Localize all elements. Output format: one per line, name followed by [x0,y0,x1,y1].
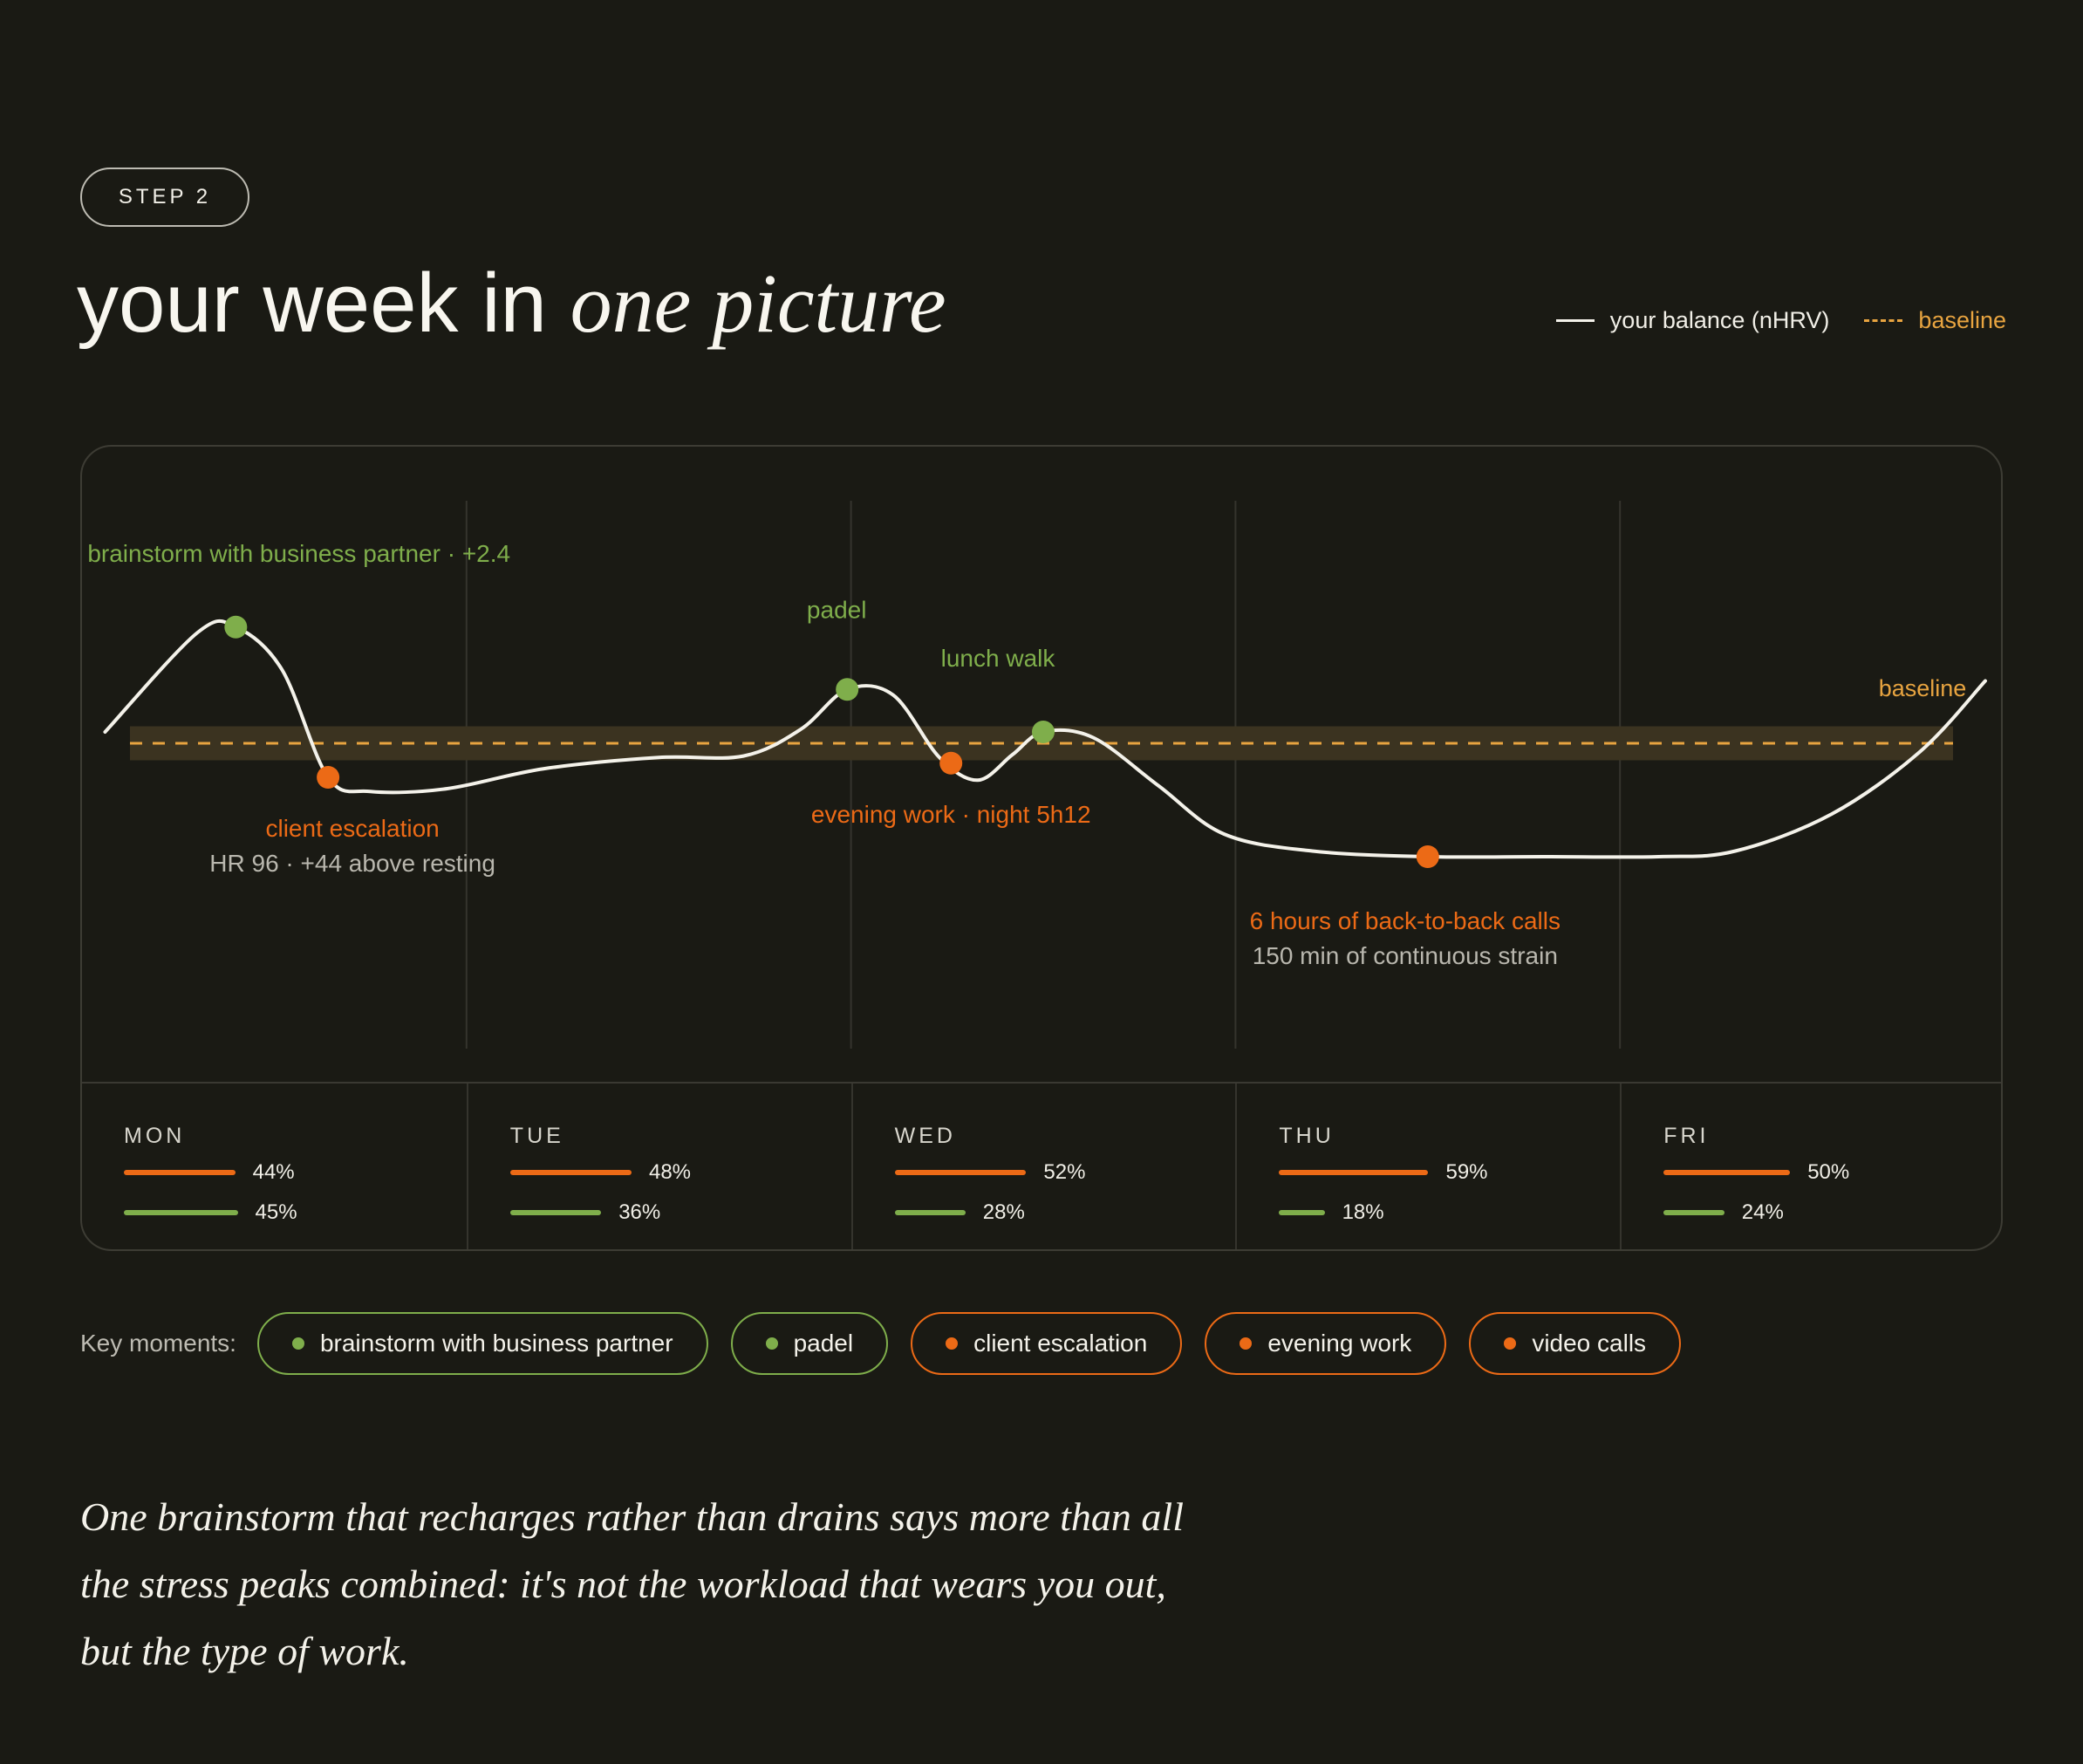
stress-bar-row: 52% [894,1160,1086,1185]
recovery-bar [124,1210,238,1215]
legend-swatch-dashed [1864,319,1903,322]
chip-label: padel [793,1330,854,1357]
recovery-bar-row: 18% [1279,1200,1384,1225]
step-badge: STEP 2 [80,168,249,227]
recovery-bar [509,1210,602,1215]
stress-bar-row: 59% [1279,1160,1488,1185]
key-moment-chip[interactable]: brainstorm with business partner [256,1312,708,1375]
chip-label: brainstorm with business partner [319,1330,673,1357]
chip-dot-icon [1240,1337,1253,1350]
recovery-bar-row: 24% [1663,1200,1784,1225]
chip-dot-icon [946,1337,959,1350]
stress-bar-row: 48% [509,1160,692,1185]
moment-label: padel [807,596,867,623]
key-moment-chip[interactable]: client escalation [911,1312,1183,1375]
recovery-pct: 18% [1342,1200,1384,1224]
day-name: TUE [509,1124,564,1148]
stress-bar-row: 50% [1663,1160,1849,1185]
recovery-bar-row: 36% [509,1200,661,1225]
key-moment-chips: brainstorm with business partner padel cli… [256,1312,1704,1375]
chip-label: client escalation [973,1330,1148,1357]
insight-quote: One brainstorm that recharges rather tha… [80,1494,1184,1673]
legend-swatch-solid [1555,319,1595,322]
title-italic: one picture [570,256,946,350]
key-moment-chip[interactable]: video calls [1469,1312,1682,1375]
key-moment-chip[interactable]: padel [730,1312,889,1375]
day-stat-mon: MON 44% 45% [82,1084,467,1249]
day-stat-fri: FRI 50% 24% [1620,1084,2001,1249]
chart-card: baseline brainstorm with business partner… [80,445,2003,1251]
stress-bar [509,1170,632,1175]
chip-dot-icon [1504,1337,1517,1350]
stress-pct: 52% [1043,1160,1086,1184]
stress-bar [1279,1170,1429,1175]
stress-pct: 44% [252,1160,295,1184]
moment-sublabel: HR 96 · +44 above resting [209,850,495,877]
recovery-pct: 36% [618,1200,661,1224]
recovery-bar-row: 28% [894,1200,1025,1225]
recovery-pct: 28% [982,1200,1025,1224]
chip-dot-icon [765,1337,778,1350]
stress-bar-row: 44% [124,1160,295,1185]
negative-moment-marker [317,766,340,789]
key-moment-chip[interactable]: evening work [1205,1312,1447,1375]
chip-label: evening work [1267,1330,1412,1357]
day-stat-thu: THU 59% 18% [1235,1084,1622,1249]
balance-chart: baseline brainstorm with business partner… [87,501,1987,1049]
baseline-label: baseline [1879,675,1967,701]
chip-label: video calls [1532,1330,1647,1357]
stress-pct: 50% [1807,1160,1850,1184]
recovery-bar-row: 45% [124,1200,297,1225]
positive-moment-marker [1032,721,1055,743]
stress-pct: 48% [648,1160,692,1184]
legend-label-balance: your balance (nHRV) [1609,307,1830,333]
day-stats-row: MON 44% 45% TUE 48% 36% WED 52% 28% THU [82,1082,2001,1249]
moment-label: lunch walk [941,645,1056,672]
positive-moment-marker [836,678,859,701]
page-title: your week in one picture [77,262,946,345]
negative-moment-marker [1416,845,1439,868]
day-stat-tue: TUE 48% 36% [466,1084,853,1249]
moment-label: evening work · night 5h12 [811,801,1091,828]
negative-moment-marker [939,751,963,775]
key-moments-label: Key moments: [80,1330,236,1357]
moment-label: brainstorm with business partner · +2.4 [87,540,510,567]
day-name: FRI [1663,1124,1710,1148]
stress-bar [894,1170,1027,1175]
positive-moment-marker [224,615,248,639]
stress-bar [124,1170,236,1175]
moment-sublabel: 150 min of continuous strain [1253,942,1558,969]
legend-item-baseline: baseline [1864,307,2006,334]
legend-label-baseline: baseline [1918,307,2006,333]
moment-label: 6 hours of back-to-back calls [1250,907,1561,934]
legend-item-balance: your balance (nHRV) [1555,307,1830,334]
key-moments: Key moments: brainstorm with business pa… [80,1312,1704,1375]
recovery-pct: 24% [1741,1200,1784,1224]
day-name: WED [894,1124,956,1148]
day-stat-wed: WED 52% 28% [850,1084,1238,1249]
stress-pct: 59% [1445,1160,1488,1184]
stress-bar [1663,1170,1791,1175]
day-name: MON [124,1124,186,1148]
title-plain: your week in [77,256,547,350]
recovery-pct: 45% [255,1200,297,1224]
recovery-bar [1663,1210,1724,1215]
recovery-bar [1279,1210,1325,1215]
chart-legend: your balance (nHRV) baseline [1521,307,2006,334]
chip-dot-icon [291,1337,304,1350]
recovery-bar [894,1210,966,1215]
moment-label: client escalation [265,815,439,842]
balance-line [103,619,1987,859]
day-name: THU [1279,1124,1335,1148]
